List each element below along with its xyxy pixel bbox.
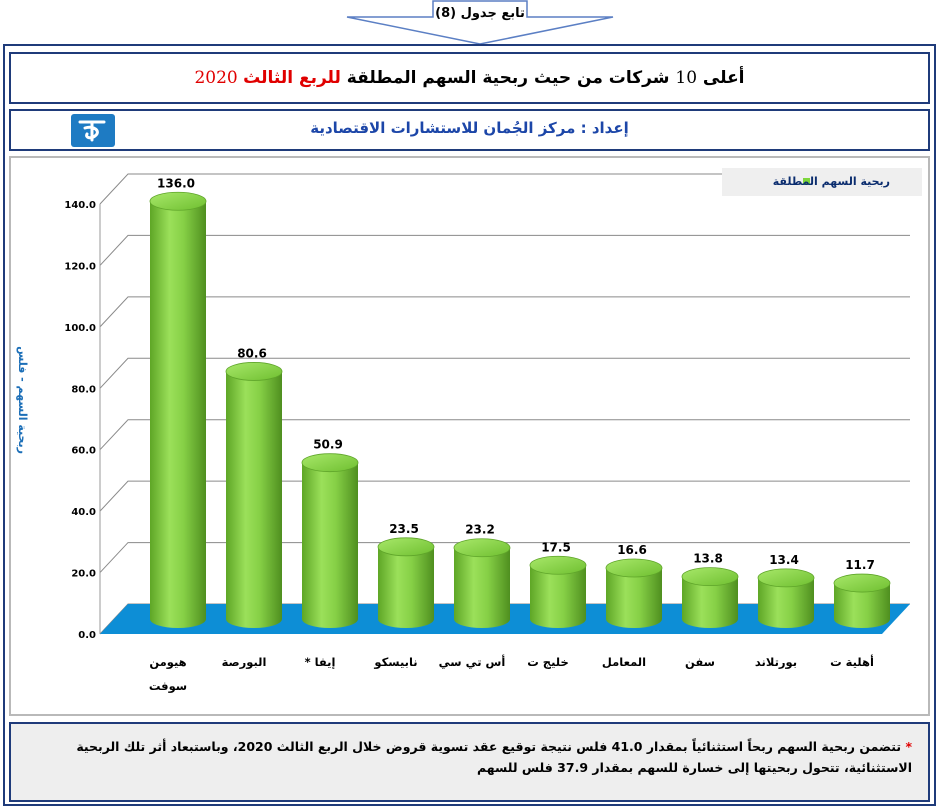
- y-tick-label: 120.0: [64, 261, 96, 272]
- bar-top: [605, 558, 663, 578]
- bar-value-label: 80.6: [237, 346, 267, 360]
- gridline: [99, 480, 910, 512]
- bar-top: [225, 362, 283, 381]
- source-banner: إعداد : مركز الجُمان للاستشارات الاقتصاد…: [9, 109, 930, 151]
- category-label: نابيسكو: [373, 655, 417, 670]
- category-label: إيفا *: [305, 655, 336, 669]
- bar-top: [149, 191, 207, 211]
- category-label: هيومن سوفت: [149, 655, 187, 694]
- title-quarter: للربع الثالث: [243, 68, 341, 88]
- gridline: [99, 542, 910, 573]
- legend-swatch: [803, 178, 810, 185]
- bar-value-label: 13.8: [693, 552, 723, 566]
- bars: [149, 191, 891, 629]
- data-labels: 136.0 80.6 50.9 23.5 23.2 17.5 16.6 13.8 13.4 11.…: [157, 176, 875, 572]
- bar: [453, 538, 511, 628]
- report-frame: [3, 44, 936, 806]
- table-continuation-arrow: تابع جدول (8): [345, 0, 615, 46]
- y-tick-label: 20.0: [71, 569, 96, 580]
- bar-body: [606, 568, 662, 628]
- bar-value-label: 136.0: [157, 176, 195, 190]
- category-label: بورتلاند: [755, 655, 797, 670]
- page-title: أعلى 10 شركات من حيث ربحية السهم المطلقة…: [9, 52, 930, 104]
- gridline: [99, 296, 910, 328]
- bar-value-label: 23.2: [465, 523, 495, 537]
- y-tick-label: 140.0: [64, 200, 96, 211]
- bar: [377, 537, 435, 628]
- chart-frame: [9, 156, 930, 716]
- gridline: [99, 419, 910, 451]
- bar-value-label: 17.5: [541, 540, 571, 554]
- chart-legend: ربحية السهم المطلقة: [722, 168, 922, 196]
- gridlines: [99, 173, 910, 635]
- category-labels: هيومن سوفت البورصة إيفا * نابيسكو أس تي سي خلي…: [149, 654, 874, 694]
- gridline: [99, 173, 910, 205]
- bar-value-label: 50.9: [313, 438, 343, 452]
- bar-top: [377, 537, 435, 557]
- bar-body: [302, 462, 358, 628]
- footnote-box: * تتضمن ربحية السهم ربحاً استثنائياً بمق…: [9, 722, 930, 802]
- bar-body: [834, 583, 890, 628]
- source-credit: إعداد : مركز الجُمان للاستشارات الاقتصاد…: [310, 119, 629, 137]
- bar: [301, 453, 359, 628]
- bar-top: [301, 453, 359, 473]
- bar-body: [454, 547, 510, 628]
- bar-top: [453, 538, 511, 558]
- bar-body: [150, 201, 206, 629]
- bar-value-label: 23.5: [389, 522, 419, 536]
- bar: [605, 558, 663, 628]
- bar-body: [758, 577, 814, 628]
- bar: [757, 568, 815, 628]
- category-label: أهلية ت: [830, 654, 874, 669]
- bar: [681, 567, 739, 628]
- y-axis: 0.0 20.0 40.0 60.0 80.0 100.0 120.0 140.0: [64, 200, 101, 641]
- bar-top: [757, 568, 815, 588]
- bar-value-label: 11.7: [845, 558, 875, 572]
- y-tick-label: 0.0: [78, 630, 96, 641]
- bar: [225, 362, 283, 628]
- category-label: البورصة: [222, 655, 267, 670]
- gridline: [99, 234, 910, 266]
- title-middle: شركات من حيث ربحية السهم المطلقة: [340, 68, 676, 88]
- y-tick-label: 40.0: [71, 507, 96, 518]
- category-label: سفن: [685, 655, 715, 669]
- footnote-star: *: [905, 739, 912, 754]
- bar: [833, 573, 891, 628]
- footnote-text: * تتضمن ربحية السهم ربحاً استثنائياً بمق…: [31, 736, 912, 778]
- aljuman-logo-icon: [71, 114, 115, 147]
- bar-body: [530, 565, 586, 628]
- bar-top: [681, 567, 739, 587]
- y-tick-label: 100.0: [64, 323, 96, 334]
- title-prefix: أعلى: [697, 68, 745, 88]
- bar-body: [378, 546, 434, 628]
- bar-top: [529, 555, 587, 575]
- y-axis-title: ربحية السهم - فلس: [16, 346, 29, 454]
- bar: [529, 555, 587, 628]
- bar-value-label: 16.6: [617, 543, 647, 557]
- title-count: 10: [675, 68, 698, 88]
- legend-label: ربحية السهم المطلقة: [772, 175, 890, 188]
- table-continuation-label: تابع جدول (8): [435, 6, 525, 21]
- gridline: [99, 357, 910, 389]
- bar-body: [226, 371, 282, 628]
- bar: [149, 191, 207, 629]
- bar-body: [682, 576, 738, 628]
- category-label: خليج ت: [527, 655, 569, 669]
- y-tick-label: 80.0: [71, 384, 96, 395]
- bar-chart: 0.0 20.0 40.0 60.0 80.0 100.0 120.0 140.0 136.0…: [64, 173, 910, 694]
- y-tick-label: 60.0: [71, 446, 96, 457]
- bar-value-label: 13.4: [769, 553, 799, 567]
- title-year: 2020: [194, 68, 244, 88]
- footnote-body: تتضمن ربحية السهم ربحاً استثنائياً بمقدا…: [76, 739, 912, 775]
- bar-top: [833, 573, 891, 593]
- category-label: أس تي سي: [439, 654, 506, 669]
- category-label: المعامل: [602, 655, 646, 669]
